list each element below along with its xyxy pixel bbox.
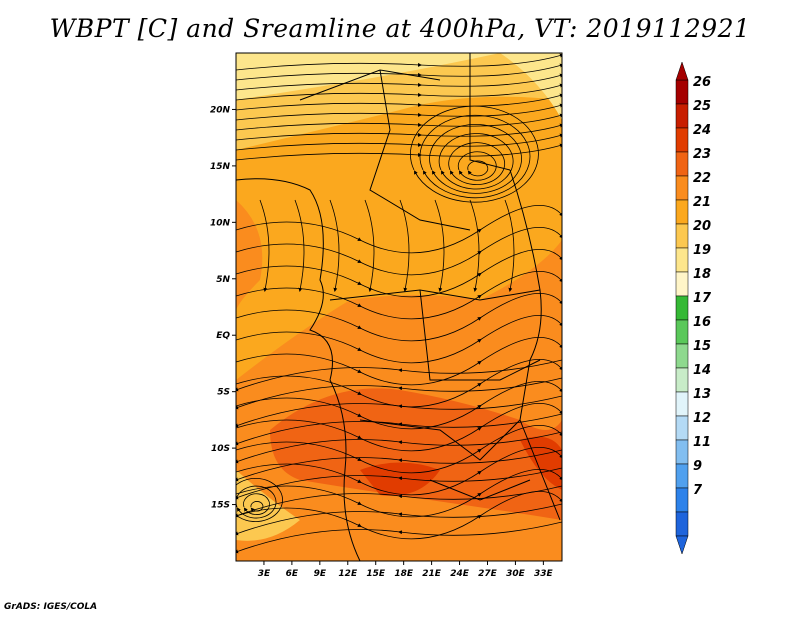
colorbar-segment <box>675 151 689 177</box>
lon-tick-label: 33E <box>534 569 554 579</box>
colorbar-segment <box>675 103 689 129</box>
lon-tick-label: 27E <box>478 569 498 579</box>
map-frame <box>235 52 563 562</box>
colorbar-label: 12 <box>693 411 711 426</box>
colorbar-segment <box>675 343 689 369</box>
streamline <box>469 199 480 292</box>
streamline <box>438 133 514 190</box>
streamline <box>259 199 270 292</box>
streamline <box>457 151 497 181</box>
colorbar-segment <box>675 271 689 297</box>
latitude-axis: 20N 15N 10N 5N EQ 5S 10S 15S <box>210 105 236 511</box>
streamline <box>467 160 489 177</box>
colorbar-segment <box>675 487 689 513</box>
lat-tick-label: 10S <box>211 444 230 454</box>
colorbar-label: 17 <box>693 291 712 306</box>
lon-tick-label: 24E <box>450 569 470 579</box>
colorbar-label: 23 <box>693 147 711 162</box>
streamline <box>399 199 410 292</box>
streamline <box>236 395 562 428</box>
colorbar-label: 18 <box>693 267 711 282</box>
lon-tick-label: 9E <box>314 569 327 579</box>
longitude-axis: 3E 6E 9E 12E 15E 18E 21E 24E 27E 30E 33E <box>258 561 554 579</box>
streamline <box>236 359 562 392</box>
lon-tick-label: 12E <box>338 569 358 579</box>
colorbar-segment <box>675 463 689 489</box>
lat-tick-label: 20N <box>210 105 231 115</box>
lon-tick-label: 3E <box>258 569 271 579</box>
wbpt-field <box>236 53 562 561</box>
colorbar-segment <box>675 175 689 201</box>
streamline <box>236 521 562 554</box>
streamline <box>236 485 562 518</box>
streamline <box>294 199 305 292</box>
lat-tick-label: 15N <box>210 162 231 172</box>
streamline <box>429 124 522 194</box>
streamline <box>243 493 270 515</box>
streamline <box>410 105 539 203</box>
colorbar-segment <box>675 319 689 345</box>
streamline <box>250 501 264 512</box>
colorbar-segment <box>675 79 689 105</box>
colorbar-segment <box>675 511 689 537</box>
colorbar-segment <box>675 367 689 393</box>
lat-tick-label: 5N <box>216 275 230 285</box>
streamline <box>236 377 562 410</box>
streamline <box>434 199 445 292</box>
lon-tick-label: 21E <box>422 569 442 579</box>
colorbar-segment <box>675 247 689 273</box>
lon-tick-label: 6E <box>286 569 299 579</box>
colorbar-label: 21 <box>693 195 711 210</box>
streamline <box>236 477 283 522</box>
colorbar-label: 11 <box>693 435 711 450</box>
streamline <box>419 114 531 199</box>
lon-tick-label: 18E <box>394 569 414 579</box>
colorbar-segment <box>675 199 689 225</box>
lat-tick-label: 15S <box>211 501 230 511</box>
streamline <box>236 467 562 500</box>
colorbar-label: 15 <box>693 339 711 354</box>
colorbar-segment <box>675 223 689 249</box>
colorbar-segment <box>675 295 689 321</box>
lat-tick-label: 5S <box>217 388 230 398</box>
map-title: WBPT [C] and Sreamline at 400hPa, VT: 20… <box>49 14 751 43</box>
streamline <box>504 199 515 292</box>
colorbar-label: 14 <box>693 363 711 378</box>
lat-tick-label: EQ <box>216 331 230 341</box>
colorbar-label: 25 <box>693 99 711 114</box>
streamline <box>236 485 277 519</box>
streamline <box>236 413 562 446</box>
colorbar-label: 20 <box>693 219 711 234</box>
streamline <box>329 199 340 292</box>
colorbar-label: 19 <box>693 243 711 258</box>
credit-label: GrADS: IGES/COLA <box>4 602 98 612</box>
streamline <box>236 431 562 464</box>
colorbar-label: 7 <box>693 483 703 498</box>
streamline <box>236 449 562 482</box>
colorbar-segment <box>675 415 689 441</box>
colorbar-segment <box>675 127 689 153</box>
colorbar-top-arrow <box>675 61 689 81</box>
colorbar-bottom-arrow <box>675 535 689 555</box>
colorbar-label: 26 <box>693 75 711 90</box>
streamline <box>448 142 506 185</box>
lon-tick-label: 15E <box>366 569 386 579</box>
colorbar-segment <box>675 391 689 417</box>
lon-tick-label: 30E <box>506 569 526 579</box>
colorbar-label: 22 <box>693 171 711 186</box>
colorbar: 26 25 24 23 22 21 20 19 18 17 16 15 14 13 12 11 9 7 <box>675 61 712 555</box>
colorbar-label: 9 <box>693 459 702 474</box>
colorbar-segment <box>675 439 689 465</box>
colorbar-label: 13 <box>693 387 711 402</box>
lat-tick-label: 10N <box>210 218 231 228</box>
colorbar-label: 24 <box>693 123 711 138</box>
colorbar-label: 16 <box>693 315 711 330</box>
streamline <box>236 503 562 536</box>
streamline <box>364 199 375 292</box>
